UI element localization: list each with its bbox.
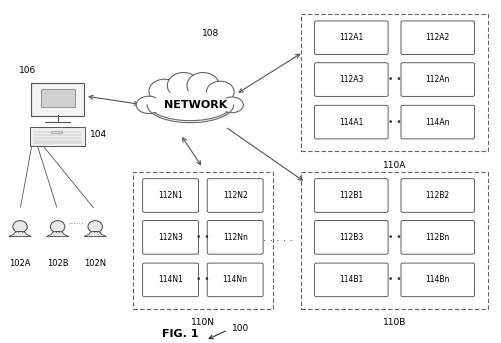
Text: 112An: 112An bbox=[425, 75, 450, 84]
Text: 112N2: 112N2 bbox=[223, 191, 247, 200]
Ellipse shape bbox=[206, 81, 234, 103]
FancyBboxPatch shape bbox=[401, 21, 474, 55]
Text: 112A3: 112A3 bbox=[339, 75, 364, 84]
FancyBboxPatch shape bbox=[207, 221, 263, 254]
FancyBboxPatch shape bbox=[133, 172, 273, 309]
FancyBboxPatch shape bbox=[315, 63, 388, 96]
Text: 114Bn: 114Bn bbox=[425, 275, 450, 284]
Text: • •: • • bbox=[196, 275, 210, 284]
Text: 112B2: 112B2 bbox=[426, 191, 450, 200]
Polygon shape bbox=[9, 232, 31, 237]
Polygon shape bbox=[47, 232, 69, 237]
Ellipse shape bbox=[51, 221, 65, 233]
FancyBboxPatch shape bbox=[41, 89, 75, 107]
Ellipse shape bbox=[150, 91, 230, 119]
Text: 110A: 110A bbox=[383, 161, 406, 169]
Text: 102N: 102N bbox=[84, 259, 106, 268]
FancyBboxPatch shape bbox=[401, 179, 474, 212]
Text: 112A2: 112A2 bbox=[426, 33, 450, 42]
Ellipse shape bbox=[220, 97, 243, 113]
Text: 108: 108 bbox=[202, 29, 219, 38]
Text: 104: 104 bbox=[90, 130, 107, 139]
Text: NETWORK: NETWORK bbox=[164, 99, 227, 110]
FancyBboxPatch shape bbox=[207, 263, 263, 297]
Ellipse shape bbox=[149, 79, 180, 103]
FancyBboxPatch shape bbox=[143, 263, 198, 297]
FancyBboxPatch shape bbox=[401, 105, 474, 139]
Text: 106: 106 bbox=[19, 67, 36, 75]
Text: • •: • • bbox=[388, 75, 401, 84]
FancyBboxPatch shape bbox=[301, 14, 488, 151]
Text: 112Nn: 112Nn bbox=[223, 233, 247, 242]
Text: FIG. 1: FIG. 1 bbox=[162, 329, 198, 340]
Text: ......: ...... bbox=[69, 217, 84, 226]
FancyBboxPatch shape bbox=[315, 221, 388, 254]
Text: 112N1: 112N1 bbox=[158, 191, 183, 200]
FancyBboxPatch shape bbox=[31, 83, 84, 116]
Polygon shape bbox=[84, 232, 106, 237]
Text: 112Bn: 112Bn bbox=[426, 233, 450, 242]
Ellipse shape bbox=[187, 72, 219, 98]
Text: 112B1: 112B1 bbox=[339, 191, 363, 200]
Text: 100: 100 bbox=[232, 324, 249, 333]
Text: • •: • • bbox=[388, 275, 401, 284]
Text: 114Nn: 114Nn bbox=[222, 275, 247, 284]
Ellipse shape bbox=[88, 221, 102, 233]
FancyBboxPatch shape bbox=[143, 179, 198, 212]
Ellipse shape bbox=[147, 85, 233, 121]
FancyBboxPatch shape bbox=[401, 263, 474, 297]
Text: • •: • • bbox=[388, 233, 401, 242]
Ellipse shape bbox=[13, 221, 27, 233]
FancyBboxPatch shape bbox=[315, 21, 388, 55]
FancyBboxPatch shape bbox=[315, 179, 388, 212]
Text: 112B3: 112B3 bbox=[339, 233, 363, 242]
Ellipse shape bbox=[167, 72, 199, 98]
Text: 114B1: 114B1 bbox=[339, 275, 363, 284]
FancyBboxPatch shape bbox=[315, 105, 388, 139]
Text: • •: • • bbox=[196, 233, 210, 242]
Text: 114N1: 114N1 bbox=[158, 275, 183, 284]
FancyBboxPatch shape bbox=[301, 172, 488, 309]
FancyBboxPatch shape bbox=[401, 221, 474, 254]
Text: 102A: 102A bbox=[10, 259, 31, 268]
Text: 110N: 110N bbox=[191, 318, 215, 327]
Text: . . . . .: . . . . . bbox=[263, 233, 293, 244]
FancyBboxPatch shape bbox=[401, 63, 474, 96]
Text: 114An: 114An bbox=[425, 118, 450, 127]
FancyBboxPatch shape bbox=[143, 221, 198, 254]
FancyBboxPatch shape bbox=[52, 131, 62, 133]
FancyBboxPatch shape bbox=[30, 127, 85, 146]
Text: 110B: 110B bbox=[383, 318, 406, 327]
Text: 112N3: 112N3 bbox=[158, 233, 183, 242]
FancyBboxPatch shape bbox=[207, 179, 263, 212]
Text: 112A1: 112A1 bbox=[339, 33, 363, 42]
Text: 102B: 102B bbox=[47, 259, 69, 268]
Ellipse shape bbox=[136, 96, 161, 114]
Text: 114A1: 114A1 bbox=[339, 118, 364, 127]
FancyBboxPatch shape bbox=[315, 263, 388, 297]
Text: • •: • • bbox=[388, 118, 401, 127]
